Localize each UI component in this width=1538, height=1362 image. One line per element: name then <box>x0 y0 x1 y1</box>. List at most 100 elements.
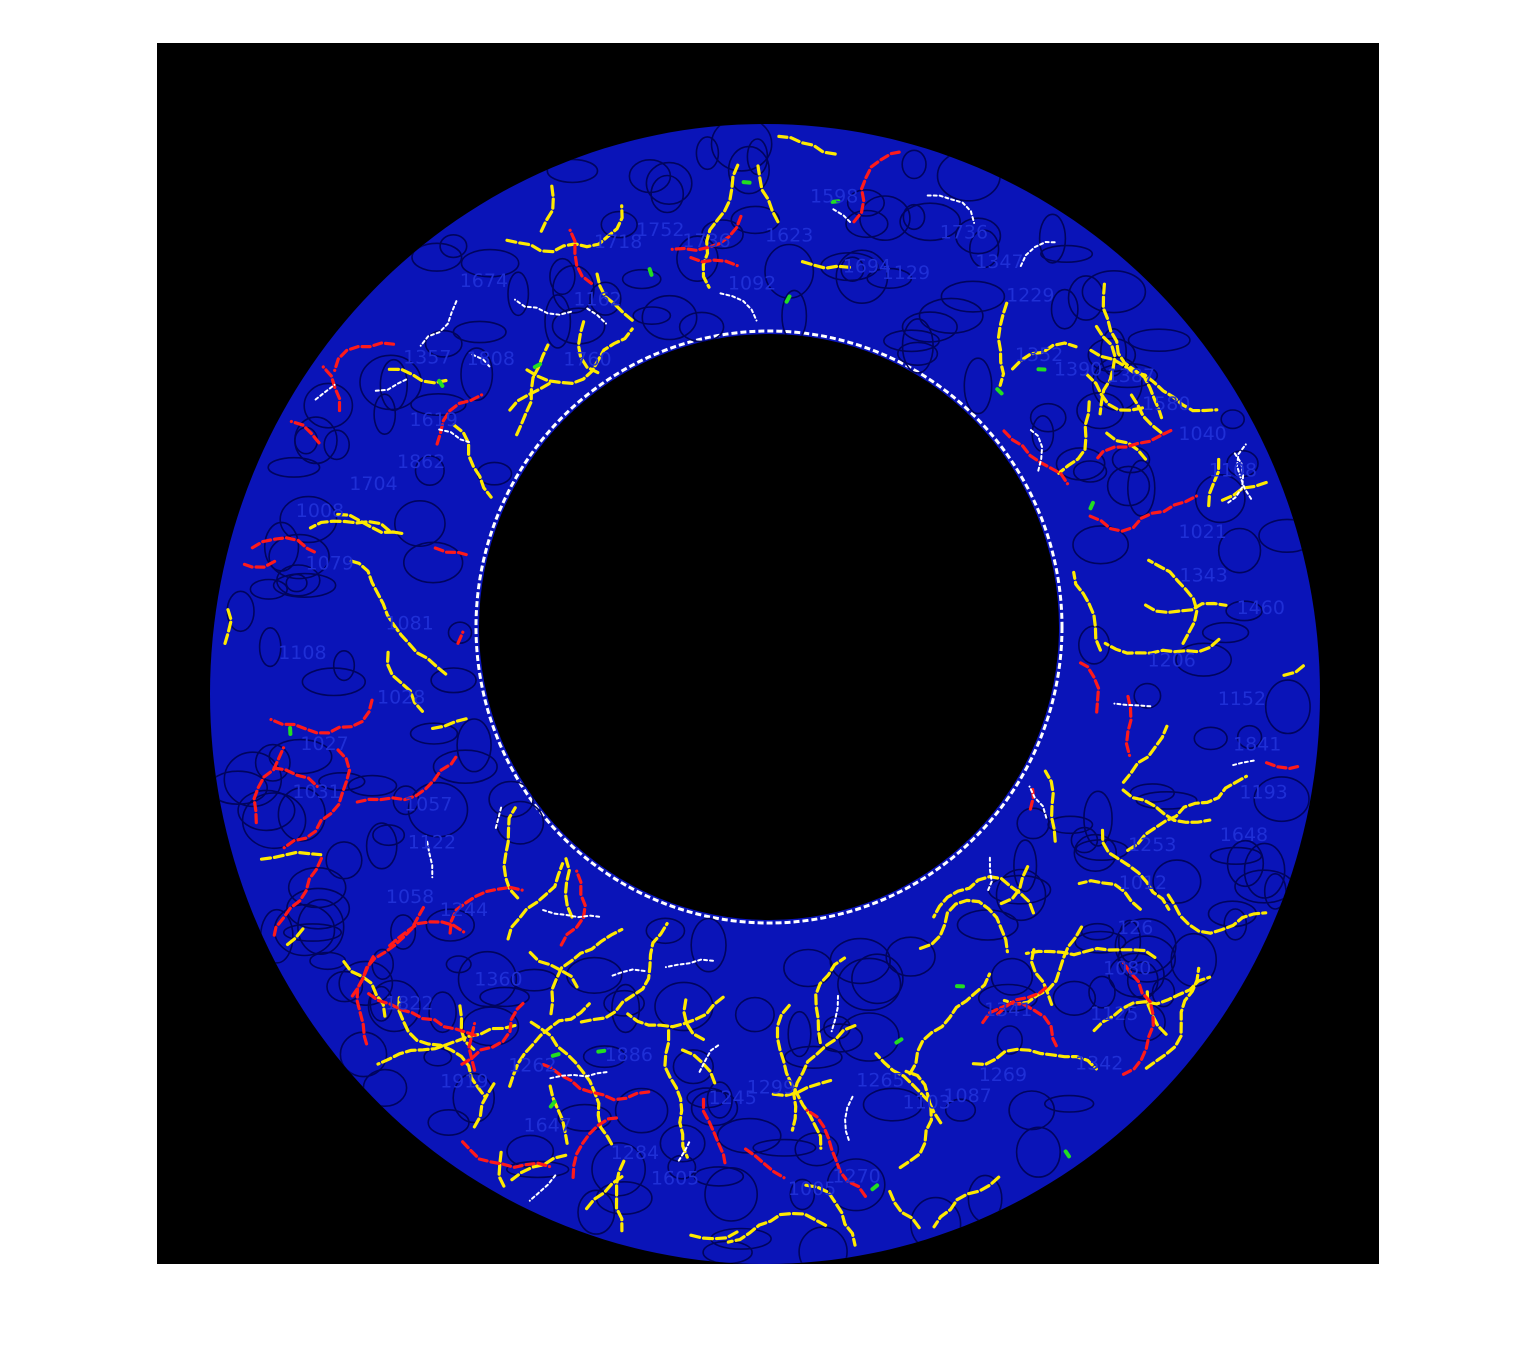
cell-outline <box>371 948 394 980</box>
edge-path <box>494 806 503 832</box>
cell-outline <box>365 822 398 870</box>
cell-outline <box>1052 980 1097 1016</box>
cell-label: 1360 <box>474 969 522 991</box>
cell-outline <box>452 1072 496 1124</box>
cell-label: 1253 <box>1128 834 1176 856</box>
cell-outline <box>207 770 269 806</box>
cell-outline <box>428 991 457 1034</box>
cell-outline <box>1081 270 1147 314</box>
cell-outline <box>727 145 771 195</box>
edge-path <box>771 1078 833 1098</box>
edge-path <box>1100 828 1171 911</box>
cell-outline <box>1127 328 1191 353</box>
edge-path <box>508 382 551 412</box>
edge-path <box>830 994 839 1033</box>
edge-path <box>1089 348 1219 413</box>
edge-path <box>926 194 976 224</box>
edge-path <box>549 1070 611 1080</box>
edge-path <box>336 512 395 534</box>
edge-path <box>367 992 481 1039</box>
edge-path <box>682 998 705 1041</box>
edge-path <box>996 983 1051 1016</box>
cell-outline <box>603 989 646 1017</box>
cell-outline <box>1253 776 1310 823</box>
edge-path <box>1105 431 1148 461</box>
edge-path <box>932 1175 1001 1229</box>
edge-path <box>1088 495 1098 511</box>
cell-outline <box>259 908 294 964</box>
cell-outline <box>577 1189 616 1235</box>
cell-label: 1347 <box>975 251 1023 273</box>
cell-outline <box>1083 790 1113 847</box>
cell-outline <box>1225 600 1263 622</box>
edge-path <box>542 909 604 919</box>
edge-path <box>1101 282 1165 423</box>
edge-path <box>680 1048 717 1085</box>
cell-outline <box>996 1025 1023 1055</box>
cell-outline <box>701 219 744 250</box>
edge-path <box>608 968 646 978</box>
cell-outline <box>678 311 725 343</box>
edge-path <box>844 1095 854 1144</box>
cell-outline <box>589 281 622 316</box>
cell-outline <box>1263 873 1287 910</box>
cell-outline <box>954 217 1002 255</box>
cell-outline <box>390 914 417 950</box>
cell-outline <box>1129 783 1175 803</box>
cell-outline <box>393 499 446 547</box>
edge-path <box>571 1116 622 1179</box>
cell-outline <box>1236 724 1263 750</box>
cell-outline <box>268 738 333 775</box>
edge-path <box>342 960 387 1018</box>
cell-label: 1387 <box>1107 365 1155 387</box>
edge-path <box>670 214 743 252</box>
edge-path <box>614 1159 626 1233</box>
cell-outline <box>752 1138 817 1157</box>
cell-label: 1031 <box>292 781 340 803</box>
cell-outline <box>410 392 467 416</box>
cell-label: 1342 <box>1075 1052 1123 1074</box>
cell-outline <box>902 203 926 231</box>
cell-outline <box>549 257 576 296</box>
edge-path <box>538 1061 651 1102</box>
cell-outline <box>409 722 459 745</box>
cell-label: 1027 <box>300 733 348 755</box>
edge-path <box>308 519 404 535</box>
edge-path <box>1085 373 1144 412</box>
edge-path <box>1207 457 1221 508</box>
cell-label: 1357 <box>403 347 451 369</box>
edge-path <box>456 630 465 645</box>
edge-path <box>1121 724 1169 784</box>
edge-path <box>438 428 473 444</box>
edge-path <box>677 1138 692 1162</box>
cell-label: 1079 <box>306 553 354 575</box>
edge-path <box>1282 663 1307 677</box>
cell-outline <box>544 294 572 349</box>
cell-outline <box>1264 679 1311 735</box>
cell-outline <box>1099 327 1127 377</box>
edge-path <box>888 1189 921 1230</box>
cell-outline <box>650 174 685 214</box>
cell-outline <box>676 235 719 282</box>
cell-outline <box>901 149 927 180</box>
edge-path <box>804 1183 857 1247</box>
cell-label: 1265 <box>856 1070 904 1092</box>
edge-path <box>1072 570 1102 652</box>
cell-outline <box>326 970 364 1003</box>
edge-path <box>701 1097 728 1169</box>
cell-outline <box>734 996 775 1033</box>
cell-label: 1390 <box>1054 359 1102 381</box>
edge-path <box>1129 393 1163 434</box>
cell-label: 1808 <box>467 348 515 370</box>
edge-path <box>894 1034 909 1045</box>
cell-outline <box>789 1178 816 1211</box>
edge-path <box>288 726 293 742</box>
edge-path <box>898 1069 934 1170</box>
cell-label: 1341 <box>984 999 1032 1021</box>
cell-label: 1460 <box>1237 597 1285 619</box>
edge-path <box>510 1153 568 1182</box>
cell-label: 1262 <box>508 1055 556 1077</box>
cell-outline <box>1073 833 1118 873</box>
cell-label: 1352 <box>1015 344 1063 366</box>
